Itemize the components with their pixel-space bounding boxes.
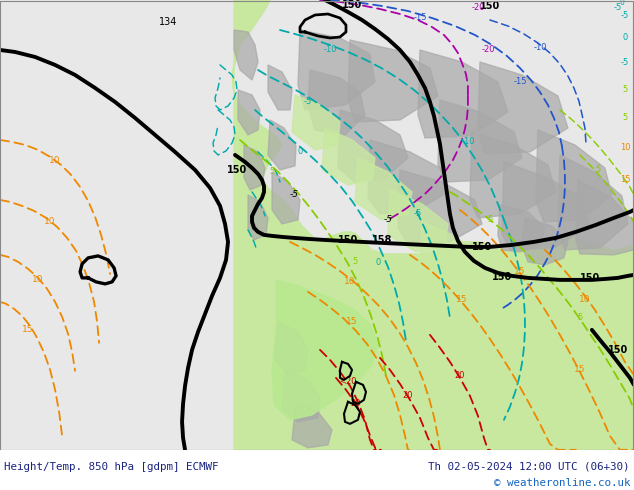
Polygon shape	[308, 70, 365, 135]
Text: 158: 158	[372, 235, 392, 245]
Text: 20: 20	[455, 371, 465, 380]
Polygon shape	[576, 180, 634, 255]
Polygon shape	[355, 158, 412, 220]
Text: 5: 5	[269, 168, 275, 176]
Polygon shape	[522, 218, 568, 265]
Text: -5: -5	[614, 3, 622, 12]
Text: 150: 150	[480, 1, 500, 11]
Polygon shape	[292, 402, 332, 448]
Polygon shape	[272, 280, 378, 420]
Polygon shape	[268, 120, 296, 170]
Text: 134: 134	[159, 17, 178, 27]
Polygon shape	[238, 90, 260, 135]
Polygon shape	[398, 170, 482, 244]
Text: 150: 150	[472, 242, 492, 252]
Text: -5: -5	[621, 11, 629, 20]
Text: 10: 10	[44, 218, 56, 226]
Polygon shape	[275, 322, 308, 375]
Polygon shape	[348, 40, 438, 122]
Polygon shape	[558, 155, 628, 250]
Text: 150: 150	[492, 272, 512, 282]
Polygon shape	[272, 172, 300, 224]
Polygon shape	[536, 130, 612, 222]
Polygon shape	[298, 30, 375, 110]
Text: 15: 15	[456, 295, 468, 304]
Text: 10: 10	[49, 156, 61, 166]
Text: 20: 20	[351, 399, 361, 408]
Text: -10: -10	[533, 44, 547, 52]
Text: 15: 15	[346, 318, 358, 326]
Polygon shape	[498, 205, 545, 252]
Text: 150: 150	[342, 0, 362, 10]
Polygon shape	[268, 65, 292, 110]
Text: 5: 5	[578, 314, 583, 322]
Polygon shape	[232, 0, 634, 450]
Text: 10: 10	[619, 143, 630, 152]
Text: 15: 15	[22, 325, 34, 334]
Text: -5: -5	[290, 191, 299, 199]
Text: 15: 15	[619, 175, 630, 184]
Polygon shape	[244, 145, 265, 190]
Text: -10: -10	[461, 137, 475, 147]
Text: 150: 150	[579, 273, 600, 283]
Polygon shape	[418, 50, 508, 138]
Text: -5: -5	[414, 209, 422, 219]
Polygon shape	[438, 100, 522, 182]
Text: 0: 0	[619, 0, 624, 7]
Text: -20: -20	[481, 46, 495, 54]
Text: 5: 5	[622, 113, 628, 122]
Polygon shape	[338, 110, 408, 182]
Text: 20: 20	[403, 392, 413, 400]
Polygon shape	[368, 140, 448, 214]
Text: 10: 10	[579, 295, 591, 304]
Text: -5: -5	[384, 216, 392, 224]
Text: 0: 0	[375, 258, 380, 268]
Polygon shape	[322, 128, 375, 185]
Polygon shape	[292, 95, 340, 150]
Polygon shape	[388, 190, 448, 252]
Text: Height/Temp. 850 hPa [gdpm] ECMWF: Height/Temp. 850 hPa [gdpm] ECMWF	[4, 462, 219, 472]
Text: 150: 150	[227, 165, 247, 175]
Text: 15: 15	[574, 366, 586, 374]
Text: 150: 150	[338, 235, 358, 245]
Polygon shape	[248, 195, 268, 240]
Text: 5: 5	[622, 85, 628, 94]
Text: <20: <20	[339, 377, 357, 386]
Text: -5: -5	[304, 98, 312, 106]
Text: 10: 10	[32, 275, 44, 284]
Text: -10: -10	[323, 46, 337, 54]
Text: © weatheronline.co.uk: © weatheronline.co.uk	[493, 478, 630, 488]
Polygon shape	[478, 62, 568, 154]
Text: 150: 150	[608, 345, 628, 355]
Polygon shape	[470, 132, 556, 218]
Polygon shape	[282, 370, 320, 422]
Text: 0: 0	[297, 147, 302, 156]
Text: 15: 15	[514, 268, 526, 276]
Text: Th 02-05-2024 12:00 UTC (06+30): Th 02-05-2024 12:00 UTC (06+30)	[429, 462, 630, 472]
Text: -5: -5	[621, 58, 629, 67]
Polygon shape	[420, 222, 480, 284]
Text: 0: 0	[622, 33, 628, 42]
Text: -20: -20	[471, 3, 484, 13]
Text: -15: -15	[413, 14, 427, 23]
Polygon shape	[502, 162, 590, 250]
Text: -15: -15	[513, 77, 527, 86]
Text: 5: 5	[488, 216, 493, 224]
Text: 5: 5	[595, 166, 600, 174]
Polygon shape	[234, 30, 258, 80]
Text: 10: 10	[344, 277, 356, 286]
Text: 5: 5	[353, 257, 358, 267]
